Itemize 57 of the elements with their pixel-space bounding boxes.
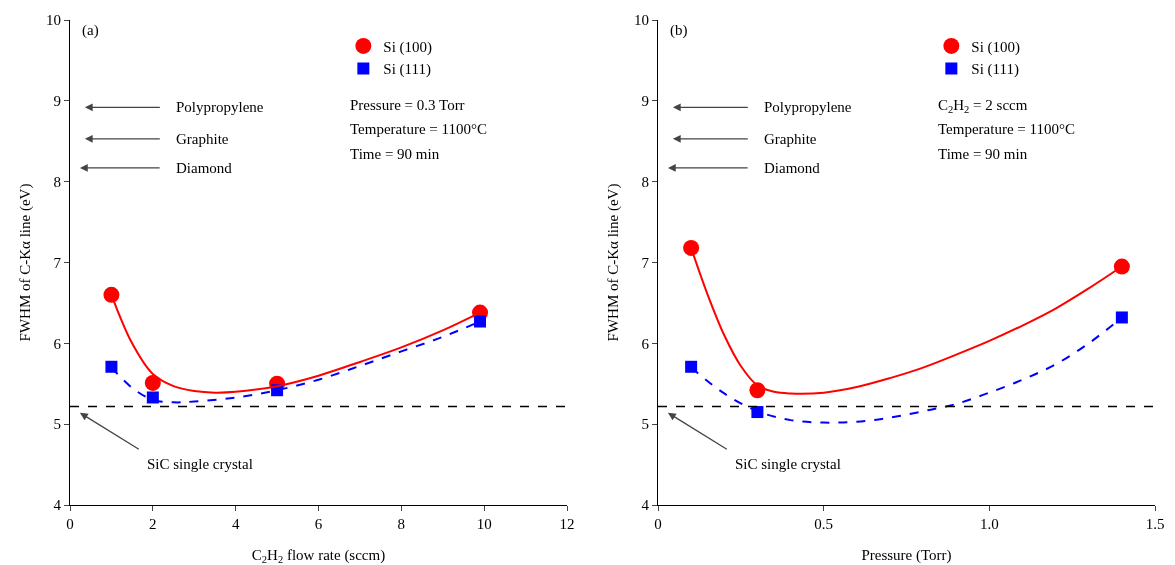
legend-label: Si (111) bbox=[971, 61, 1019, 79]
x-tick-label: 6 bbox=[314, 516, 323, 532]
y-axis-title: FWHM of C-Kα line (eV) bbox=[605, 183, 622, 342]
annotation: Polypropylene bbox=[176, 99, 264, 115]
point bbox=[144, 374, 161, 391]
y-tick-label: 8 bbox=[53, 173, 61, 190]
annotation: Time = 90 min bbox=[938, 146, 1028, 162]
y-tick-label: 4 bbox=[641, 497, 650, 514]
legend-label: Si (100) bbox=[971, 38, 1021, 56]
y-tick-label: 6 bbox=[641, 335, 650, 352]
y-tick-label: 7 bbox=[641, 254, 650, 271]
x-tick-label: 0.5 bbox=[814, 516, 834, 532]
annotation: C$_{2}$H$_{2}$ = 2 sccm bbox=[938, 97, 1028, 116]
y-tick-label: 10 bbox=[46, 12, 61, 29]
x-tick-label: 0 bbox=[66, 516, 74, 532]
x-tick-label: 8 bbox=[397, 516, 406, 532]
point bbox=[1113, 258, 1130, 275]
legend-label: Si (100) bbox=[383, 38, 433, 56]
point bbox=[105, 360, 118, 373]
x-tick-label: 2 bbox=[149, 516, 157, 532]
y-tick-label: 8 bbox=[641, 173, 649, 190]
x-tick-label: 1.5 bbox=[1145, 516, 1165, 532]
point bbox=[683, 239, 700, 256]
annotation: Time = 90 min bbox=[350, 146, 440, 162]
y-tick-label: 9 bbox=[641, 93, 649, 110]
annotation: Graphite bbox=[176, 131, 229, 147]
annotation: Pressure = 0.3 Torr bbox=[350, 97, 465, 113]
annotation: (b) bbox=[670, 22, 688, 39]
x-axis-title: C$_{2}$H$_{2}$ flow rate (sccm) bbox=[251, 546, 386, 565]
annotation: Polypropylene bbox=[764, 99, 852, 115]
x-tick-label: 4 bbox=[231, 516, 240, 532]
x-tick-label: 10 bbox=[476, 516, 492, 532]
annotation: Temperature = 1100°C bbox=[350, 121, 487, 137]
y-axis-title: FWHM of C-Kα line (eV) bbox=[17, 183, 34, 342]
x-tick-label: 1.0 bbox=[979, 516, 999, 532]
y-tick-label: 6 bbox=[53, 335, 62, 352]
annotation: SiC single crystal bbox=[735, 456, 841, 472]
y-tick-label: 10 bbox=[634, 12, 649, 29]
point bbox=[146, 391, 159, 404]
legend-label: Si (111) bbox=[383, 61, 431, 79]
annotation: Diamond bbox=[176, 160, 233, 176]
point bbox=[1115, 311, 1128, 324]
y-tick-label: 9 bbox=[53, 93, 61, 110]
annotation: Diamond bbox=[764, 160, 821, 176]
annotation: (a) bbox=[82, 22, 99, 39]
x-tick-label: 12 bbox=[559, 516, 575, 532]
point bbox=[474, 315, 487, 328]
y-tick-label: 5 bbox=[641, 416, 649, 433]
y-tick-label: 5 bbox=[53, 416, 61, 433]
x-axis-title: Pressure (Torr) bbox=[861, 547, 952, 564]
x-tick-label: 0 bbox=[654, 516, 662, 532]
annotation: Graphite bbox=[764, 131, 817, 147]
point bbox=[103, 286, 120, 303]
annotation: SiC single crystal bbox=[147, 456, 253, 472]
annotation: Temperature = 1100°C bbox=[938, 121, 1075, 137]
y-tick-label: 4 bbox=[53, 497, 62, 514]
y-tick-label: 7 bbox=[53, 254, 62, 271]
